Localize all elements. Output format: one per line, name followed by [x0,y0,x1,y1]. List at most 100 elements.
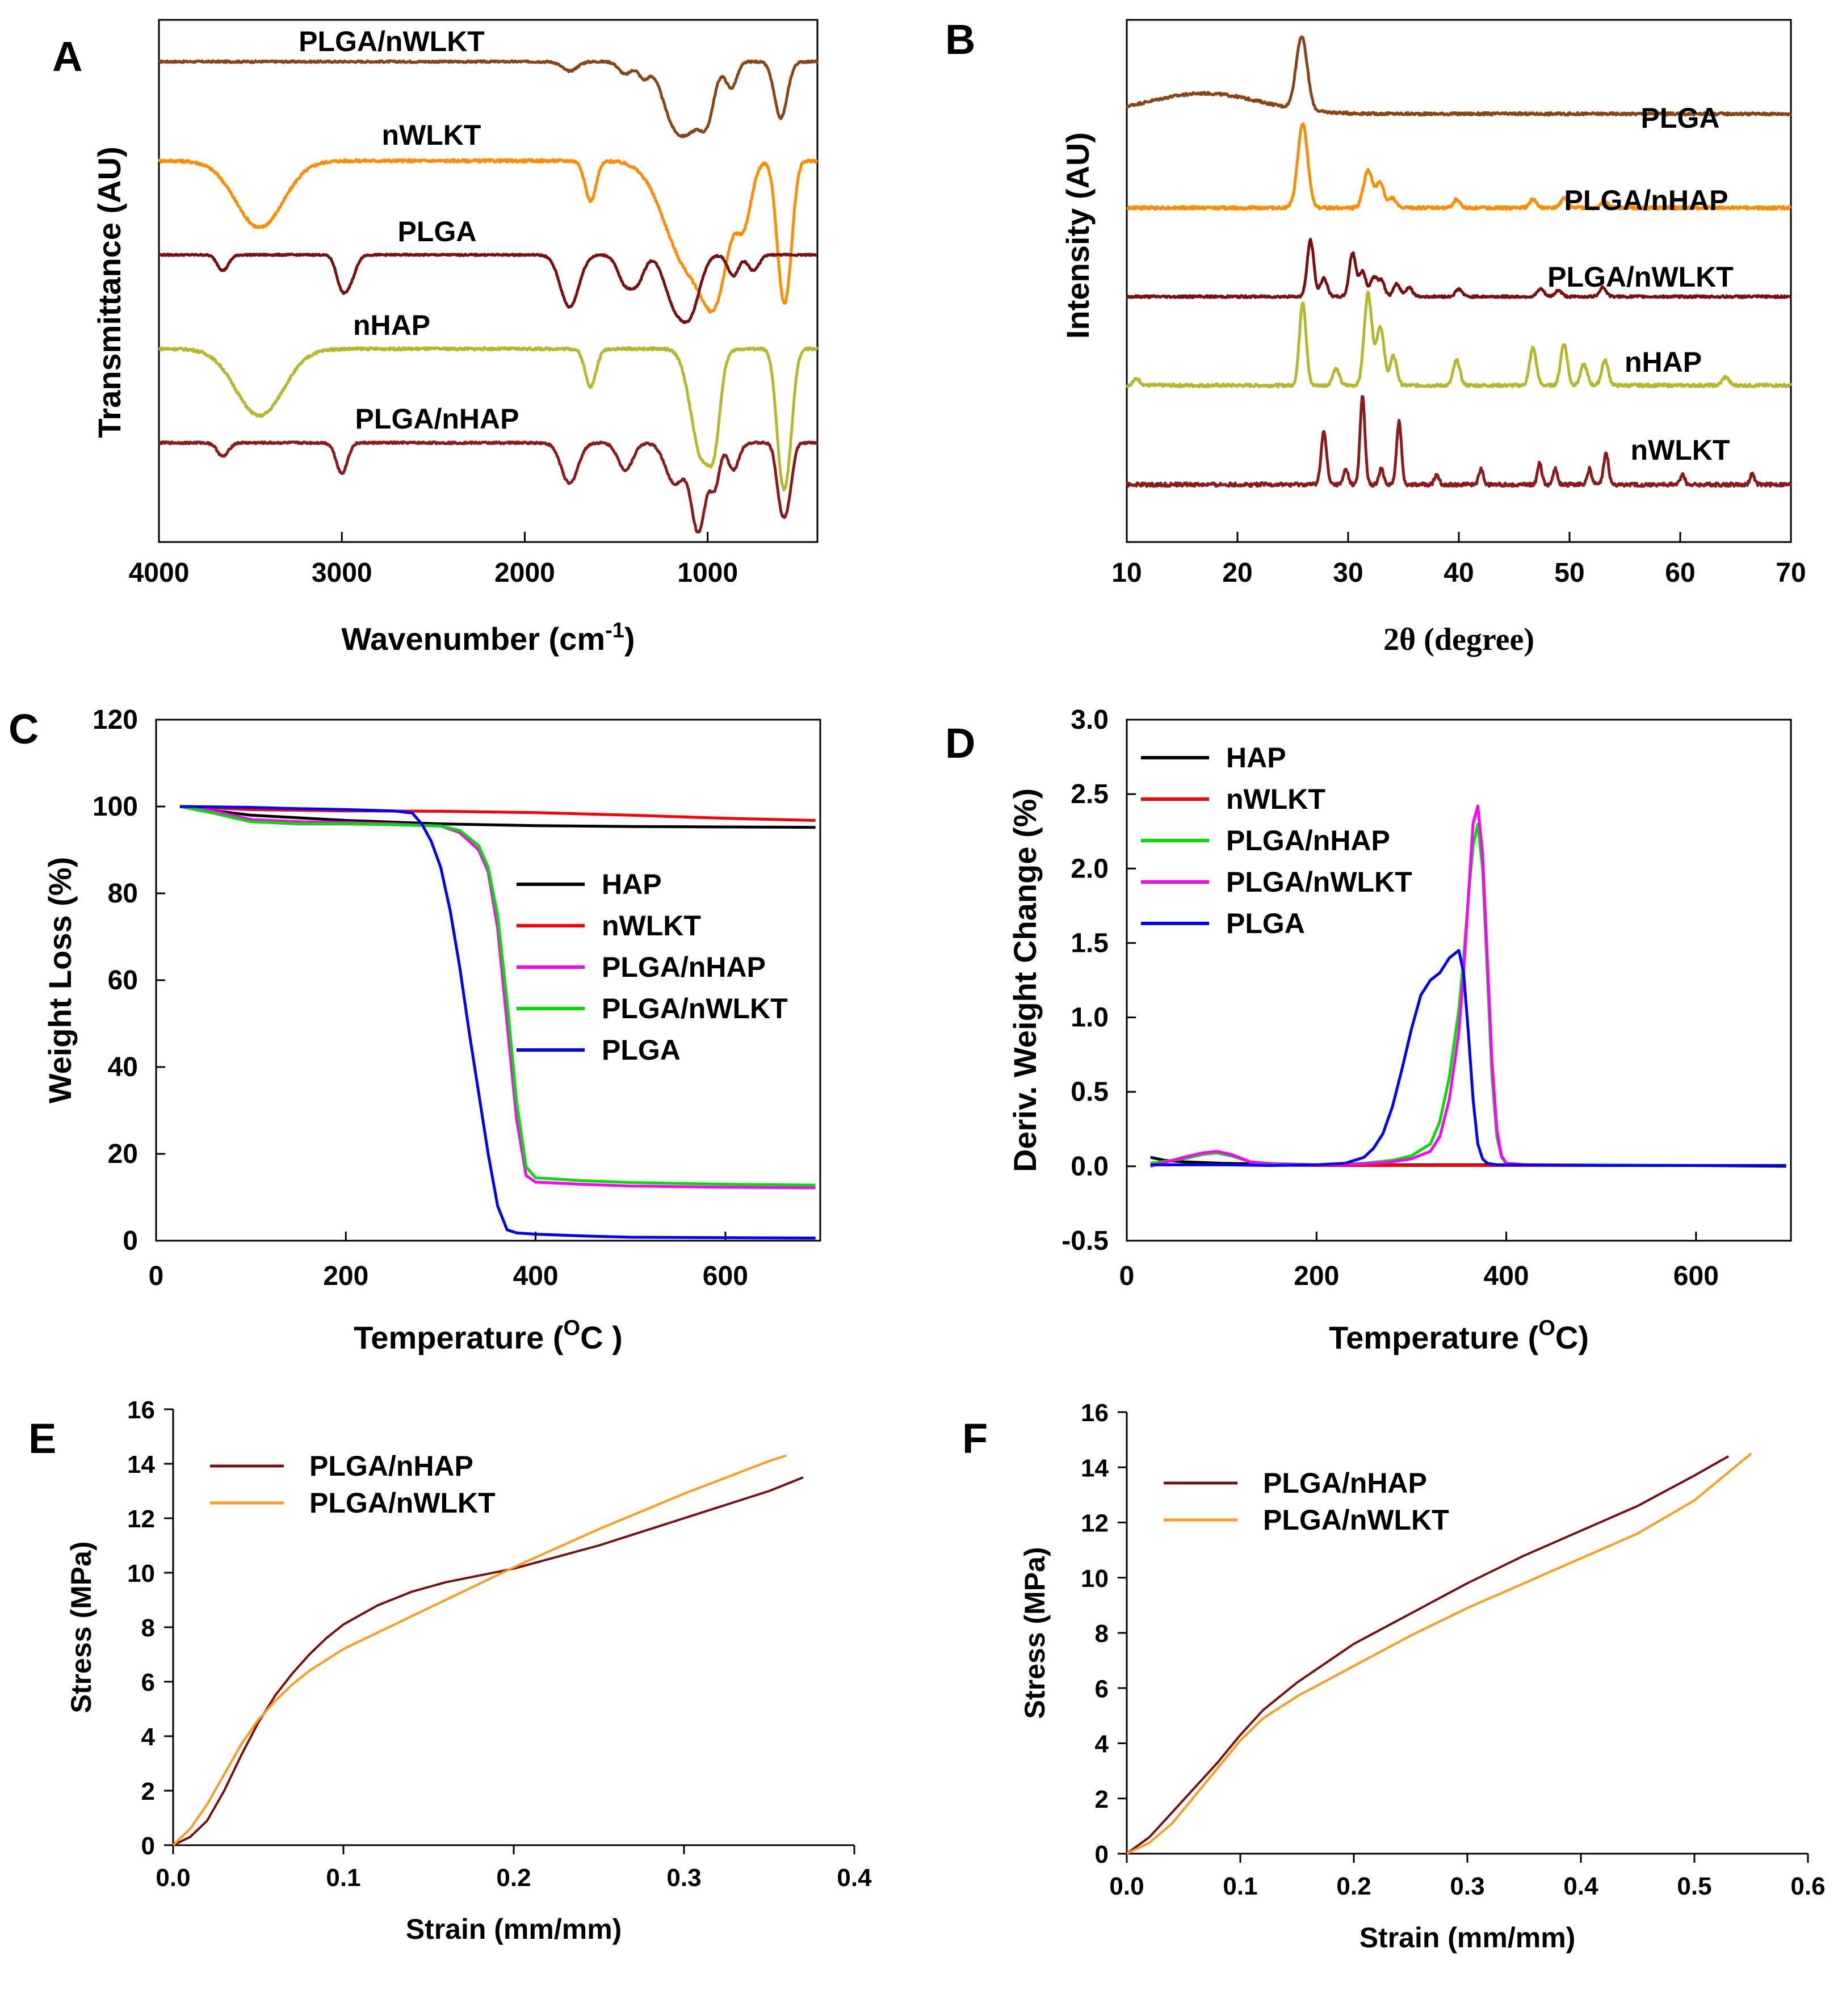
x-tick-label: 600 [703,1261,748,1291]
x-tick-label: 0.3 [1450,1872,1484,1900]
x-axis-title-sup: O [564,1316,581,1340]
y-tick-label: 14 [1081,1454,1109,1482]
y-axis-title: Deriv. Weight Change (%) [1007,788,1043,1172]
y-tick-label: 120 [93,705,138,735]
legend-label: PLGA/nWLKT [309,1487,496,1519]
series-label: PLGA/nWLKT [299,26,485,57]
legend: PLGA/nHAP PLGA/nWLKT [210,1450,496,1519]
legend-label: nWLKT [602,910,701,942]
x-axis-title-end: C ) [580,1320,623,1355]
y-tick-label: -0.5 [1061,1226,1109,1256]
series-line-plga-nhap [1126,122,1792,211]
legend-label: PLGA/nHAP [309,1450,473,1482]
x-axis-title-sup: O [1538,1316,1555,1340]
y-tick-label: 0.5 [1071,1077,1109,1107]
series-label: nWLKT [1631,434,1730,466]
y-tick-label: 3.0 [1071,705,1109,735]
series-line-nwlkt [157,158,819,314]
y-tick-label: 20 [108,1139,138,1169]
legend-label: PLGA/nWLKT [602,993,788,1024]
y-tick-label: 16 [1081,1399,1109,1427]
legend-label: HAP [602,868,662,900]
y-tick-label: 12 [127,1505,155,1533]
series-line-nwlkt [1126,394,1793,488]
series-line-plga [1125,35,1792,117]
x-tick-label: 200 [323,1261,368,1291]
panel-label-c: C [9,705,39,753]
series-line-plga-nhap [1126,1455,1729,1855]
x-tick-label: 0 [149,1261,164,1291]
y-tick-label: 6 [1095,1675,1109,1703]
y-tick-label: 1.0 [1071,1003,1109,1033]
panel-label-f: F [962,1415,988,1462]
series-line-plga-nwlkt [1126,238,1792,299]
series-line-plga [179,805,816,1240]
x-tick-label: 0.4 [837,1864,872,1892]
x-tick-label: 0.1 [1223,1872,1257,1900]
legend-label: PLGA/nHAP [602,951,766,983]
x-axis-title-main: Wavenumber (cm [341,621,605,657]
panel-f: F 0.0 0.1 0.2 0.3 0.4 0.5 0.6 0 2 4 6 8 10 12 14 16 Strai… [962,1399,1826,1954]
x-tick-label: 0.5 [1677,1872,1711,1900]
y-tick-label: 80 [108,879,138,909]
x-tick-label: 4000 [129,558,190,588]
y-tick-label: 8 [141,1614,155,1642]
y-tick-label: 8 [1095,1620,1109,1648]
x-tick-label: 1000 [677,558,738,588]
series-line-hap [179,805,816,829]
x-tick-label: 40 [1444,558,1474,588]
x-tick-label: 0.1 [326,1864,360,1892]
legend-label: PLGA/nHAP [1263,1467,1427,1499]
x-axis-title-end: C) [1555,1320,1589,1355]
y-axis-title: Intensity (AU) [1060,132,1096,339]
panel-b: B 10 20 30 40 50 60 70 2θ (degree) Intensity (AU)… [945,16,1806,657]
x-tick-label: 600 [1673,1261,1719,1291]
y-tick-label: 1.5 [1071,928,1109,958]
y-tick-label: 10 [1081,1565,1109,1593]
legend: HAP nWLKT PLGA/nHAP PLGA/nWLKT PLGA [517,868,788,1066]
y-tick-label: 0.0 [1071,1152,1109,1182]
series-line-plga-nwlkt [1126,1452,1752,1855]
series-label: PLGA/nHAP [355,403,519,435]
panel-label-b: B [945,16,975,63]
plot-frame [158,19,819,543]
y-tick-label: 10 [127,1560,155,1587]
y-tick-label: 6 [141,1669,155,1696]
legend-label: nWLKT [1226,783,1325,815]
x-tick-label: 60 [1665,558,1695,588]
x-tick-label: 0.6 [1790,1872,1825,1900]
series-label: PLGA [398,216,477,247]
x-axis-title: Temperature (OC) [1329,1316,1589,1355]
legend-label: PLGA/nWLKT [1226,866,1412,898]
y-tick-label: 2.0 [1071,854,1109,884]
y-tick-label: 40 [108,1052,138,1082]
panel-a: A 4000 3000 2000 1000 Wavenumber (cm-1) Transm… [52,19,819,657]
plot-frame [1126,719,1792,1242]
series-label: nHAP [353,309,430,341]
y-tick-label: 12 [1081,1510,1109,1538]
legend-label: PLGA [1226,908,1305,939]
y-tick-label: 14 [127,1451,155,1479]
panel-c: C 0 200 400 600 0 20 40 60 80 100 120 Temperature (O… [9,705,821,1355]
series-line-nhap [1125,290,1793,389]
x-tick-label: 0.0 [1109,1872,1144,1900]
legend: PLGA/nHAP PLGA/nWLKT [1164,1467,1449,1536]
series-line-nwlkt [179,805,816,822]
x-tick-label: 0 [1119,1261,1135,1291]
series-label: nWLKT [382,119,481,151]
panel-d: D 0 200 400 600 -0.5 0.0 0.5 1.0 1.5 2.0 2.5 3.0 Temp… [945,705,1792,1355]
y-tick-label: 2 [141,1778,155,1805]
panel-e: E 0.0 0.1 0.2 0.3 0.4 0 2 4 6 8 10 12 14 16 Strain (mm/… [28,1396,872,1945]
x-tick-label: 2000 [494,558,555,588]
x-tick-label: 0.2 [1336,1872,1371,1900]
series-label: PLGA [1641,102,1720,134]
x-tick-label: 0.0 [156,1864,190,1892]
y-tick-label: 100 [93,792,138,822]
x-tick-label: 400 [1484,1261,1529,1291]
x-axis-title: Strain (mm/mm) [406,1913,622,1945]
series-line-plga-nwlkt [172,1454,787,1846]
y-tick-label: 4 [141,1723,156,1751]
x-axis-title: Strain (mm/mm) [1360,1922,1576,1954]
x-axis-title: Temperature (OC ) [354,1316,623,1355]
x-tick-label: 20 [1222,558,1252,588]
